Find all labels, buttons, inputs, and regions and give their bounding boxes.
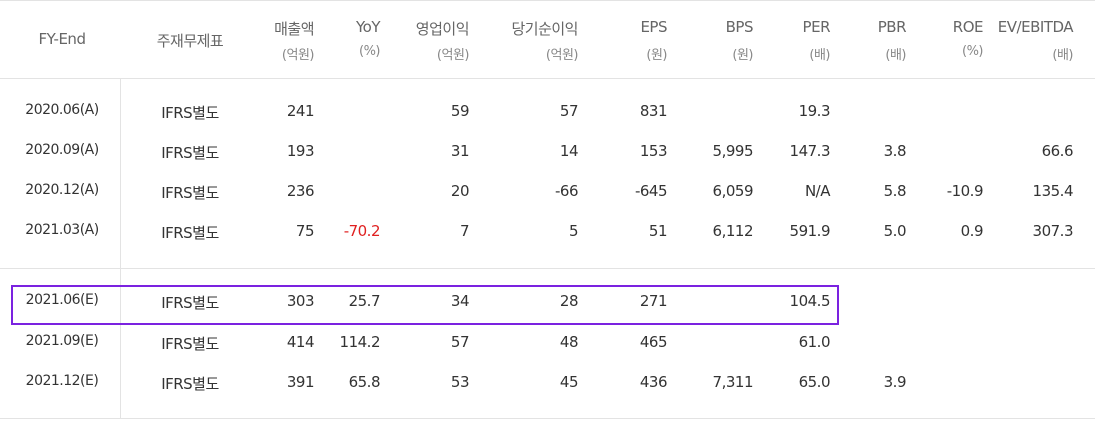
header-border bbox=[0, 78, 1095, 79]
header-unit: (%) bbox=[962, 44, 984, 59]
cell: 59 bbox=[450, 102, 470, 120]
cell: 307.3 bbox=[1032, 222, 1074, 240]
header-unit: (배) bbox=[1052, 48, 1073, 63]
header-label: FY-End bbox=[38, 30, 86, 48]
cell: 436 bbox=[639, 373, 668, 391]
header-unit: (억원) bbox=[545, 48, 579, 63]
cell: 104.5 bbox=[789, 292, 831, 310]
cell: 57 bbox=[450, 333, 470, 351]
cell: 414 bbox=[286, 333, 315, 351]
cell: -70.2 bbox=[343, 222, 381, 240]
header-label: 매출액 bbox=[274, 20, 314, 38]
header-unit: (%) bbox=[359, 44, 381, 59]
row-date: 2020.09(A) bbox=[25, 142, 99, 158]
header-label: 당기순이익 bbox=[511, 20, 578, 38]
cell: 271 bbox=[639, 292, 668, 310]
row-date: 2021.09(E) bbox=[25, 333, 99, 349]
header-unit: (억원) bbox=[281, 48, 315, 63]
cell: 193 bbox=[286, 142, 315, 160]
header-label: PBR bbox=[877, 18, 907, 36]
cell: IFRS별도 bbox=[161, 224, 219, 242]
cell: 53 bbox=[450, 373, 470, 391]
cell: 391 bbox=[286, 373, 315, 391]
header-unit: (배) bbox=[809, 48, 830, 63]
cell: 14 bbox=[559, 142, 579, 160]
row-date: 2021.03(A) bbox=[25, 222, 99, 238]
cell: 66.6 bbox=[1041, 142, 1074, 160]
cell: 3.8 bbox=[883, 142, 907, 160]
cell: IFRS별도 bbox=[161, 104, 219, 122]
cell: -10.9 bbox=[946, 182, 984, 200]
header-label: EV/EBITDA bbox=[997, 18, 1074, 36]
cell: 65.0 bbox=[798, 373, 831, 391]
cell: 45 bbox=[559, 373, 579, 391]
header-label: YoY bbox=[355, 18, 381, 36]
cell: 147.3 bbox=[789, 142, 831, 160]
row-date: 2021.12(E) bbox=[25, 373, 99, 389]
cell: 57 bbox=[559, 102, 579, 120]
cell: 153 bbox=[639, 142, 668, 160]
cell: -66 bbox=[555, 182, 579, 200]
row-date: 2021.06(E) bbox=[25, 292, 99, 308]
header-label: PER bbox=[802, 18, 831, 36]
cell: 3.9 bbox=[883, 373, 907, 391]
cell: 591.9 bbox=[789, 222, 831, 240]
cell: 831 bbox=[639, 102, 668, 120]
highlight-box bbox=[11, 285, 839, 325]
cell: 6,059 bbox=[712, 182, 754, 200]
cell: 75 bbox=[295, 222, 315, 240]
cell: N/A bbox=[804, 182, 831, 200]
cell: IFRS별도 bbox=[161, 375, 219, 393]
header-unit: (원) bbox=[646, 48, 667, 63]
cell: 236 bbox=[286, 182, 315, 200]
cell: IFRS별도 bbox=[161, 335, 219, 353]
cell: 6,112 bbox=[712, 222, 754, 240]
header-unit: (억원) bbox=[436, 48, 470, 63]
cell: IFRS별도 bbox=[161, 144, 219, 162]
cell: 5.0 bbox=[883, 222, 907, 240]
cell: 25.7 bbox=[348, 292, 381, 310]
top-border bbox=[0, 0, 1095, 1]
cell: 135.4 bbox=[1032, 182, 1074, 200]
cell: IFRS별도 bbox=[161, 294, 219, 312]
cell: 31 bbox=[450, 142, 470, 160]
cell: 0.9 bbox=[960, 222, 984, 240]
cell: 48 bbox=[559, 333, 579, 351]
cell: 20 bbox=[450, 182, 470, 200]
column-divider bbox=[120, 79, 121, 419]
cell: 114.2 bbox=[339, 333, 381, 351]
cell: 5 bbox=[568, 222, 579, 240]
header-label: 주재무제표 bbox=[156, 32, 224, 50]
cell: 241 bbox=[286, 102, 315, 120]
header-label: 영업이익 bbox=[415, 20, 470, 38]
cell: 7 bbox=[459, 222, 470, 240]
bottom-border bbox=[0, 418, 1095, 419]
cell: 65.8 bbox=[348, 373, 381, 391]
cell: 34 bbox=[450, 292, 470, 310]
row-date: 2020.06(A) bbox=[25, 102, 99, 118]
cell: -645 bbox=[634, 182, 668, 200]
header-label: ROE bbox=[952, 18, 984, 36]
header-unit: (원) bbox=[732, 48, 753, 63]
cell: 303 bbox=[286, 292, 315, 310]
cell: 5.8 bbox=[883, 182, 907, 200]
cell: 5,995 bbox=[712, 142, 754, 160]
header-unit: (배) bbox=[885, 48, 906, 63]
cell: 51 bbox=[648, 222, 668, 240]
cell: 465 bbox=[639, 333, 668, 351]
cell: IFRS별도 bbox=[161, 184, 219, 202]
row-date: 2020.12(A) bbox=[25, 182, 99, 198]
group-divider bbox=[0, 268, 1095, 269]
cell: 19.3 bbox=[798, 102, 831, 120]
header-label: EPS bbox=[640, 18, 667, 36]
cell: 61.0 bbox=[798, 333, 831, 351]
cell: 28 bbox=[559, 292, 579, 310]
header-label: BPS bbox=[725, 18, 754, 36]
cell: 7,311 bbox=[712, 373, 754, 391]
